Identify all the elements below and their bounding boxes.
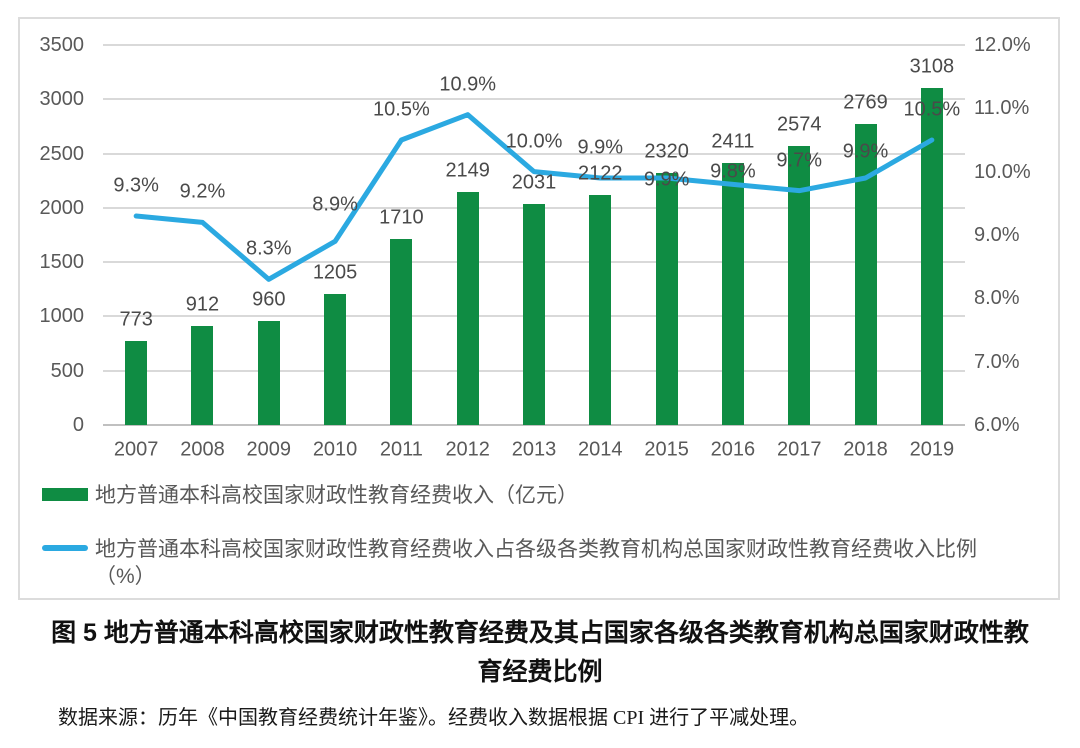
right-axis-tick-label: 11.0% [974,97,1030,120]
right-axis-tick-label: 12.0% [974,34,1031,56]
bar [523,204,545,425]
legend-bar-label: 地方普通本科高校国家财政性教育经费收入（亿元） [95,484,578,507]
legend-line-swatch [42,545,88,551]
bar [589,194,612,425]
line-point-label: 10.9% [439,73,497,96]
gridline [103,152,965,155]
gridline [103,98,965,101]
bar [655,173,678,425]
bar-value-label: 2149 [445,159,490,182]
x-axis-label: 2011 [379,438,423,461]
x-axis-label: 2009 [246,438,292,461]
right-axis-tick-label: 6.0% [974,414,1020,436]
legend-bar-swatch [42,488,88,501]
bar-value-label: 2769 [843,91,888,114]
x-axis-label: 2016 [710,438,756,461]
line-point-label: 9.8% [710,160,756,183]
line-point-label: 8.9% [312,193,358,216]
line-point-label: 10.0% [505,130,563,153]
left-axis-tick-label: 1000 [39,305,85,328]
x-axis-label: 2018 [843,438,888,461]
bar [854,124,877,425]
left-axis-tick-label: 1500 [39,251,85,274]
bar-value-label: 2320 [644,140,689,163]
x-axis-label: 2008 [180,438,225,461]
bar-value-label: 2574 [776,113,822,136]
legend-line-label: 地方普通本科高校国家财政性教育经费收入占各级各类教育机构总国家财政性教育经费收入… [95,538,977,588]
left-axis-tick-label: 3000 [39,88,85,111]
bar [456,191,479,425]
left-axis-tick-label: 2000 [39,196,85,219]
bar [788,145,811,425]
x-axis-label: 2019 [909,438,955,461]
right-axis-tick-label: 8.0% [974,287,1020,310]
source-note: 数据来源：历年《中国教育经费统计年鉴》。经费收入数据根据 CPI 进行了平减处理… [58,707,810,729]
x-axis-label: 2015 [644,438,689,461]
bar-value-label: 1205 [312,261,358,284]
line-point-label: 9.2% [179,180,226,203]
x-axis-line [103,424,965,426]
right-axis-tick-label: 10.0% [974,160,1031,183]
line-series [133,112,935,282]
bar-value-label: 773 [119,308,153,331]
line-point-label: 8.3% [245,237,292,260]
line-point-label: 10.5% [373,98,430,121]
bar [721,163,744,425]
bar [125,341,148,425]
bar [390,239,413,425]
right-axis-tick-label: 7.0% [974,350,1020,373]
x-axis-label: 2017 [776,438,822,461]
legend-item-bar-series: 地方普通本科高校国家财政性教育经费收入（亿元） [0,482,578,509]
line-point-label: 9.9% [842,140,889,163]
left-axis-tick-label: 500 [50,359,84,382]
bar [257,320,280,425]
bar-value-label: 1710 [379,206,424,229]
x-axis-label: 2010 [312,438,358,461]
left-axis-tick-label: 2500 [39,142,85,165]
line-point-label: 9.9% [643,168,690,191]
bar-value-label: 2031 [511,171,557,194]
left-axis-tick-label: 0 [72,414,84,436]
figure-caption: 图 5 地方普通本科高校国家财政性教育经费及其占国家各级各类教育机构总国家财政性… [51,619,1029,686]
bar [324,294,347,425]
line-point-label: 9.9% [577,136,624,159]
x-axis-label: 2014 [578,438,623,461]
bar-value-label: 912 [185,293,220,316]
x-axis-label: 2012 [445,438,490,461]
gridline [103,44,965,46]
bar [191,325,214,425]
bar-value-label: 2411 [711,130,755,153]
legend-item-line-series: 地方普通本科高校国家财政性教育经费收入占各级各类教育机构总国家财政性教育经费收入… [0,536,977,590]
bar [920,87,943,425]
plot-area: 3500 3000 2500 2000 1500 1000 500 0 12.0% 11.0% 10… [39,34,1031,461]
bar-value-label: 2122 [578,162,623,185]
x-axis-label: 2013 [511,438,557,461]
bar-value-label: 960 [252,288,286,311]
line-point-label: 9.3% [113,174,159,197]
x-axis-label: 2007 [113,438,159,461]
left-axis-tick-label: 3500 [39,34,85,56]
line-point-label: 9.7% [776,149,823,172]
right-axis-tick-label: 9.0% [974,224,1020,246]
line-point-label: 10.5% [903,98,961,121]
bar-value-label: 3108 [909,55,955,78]
